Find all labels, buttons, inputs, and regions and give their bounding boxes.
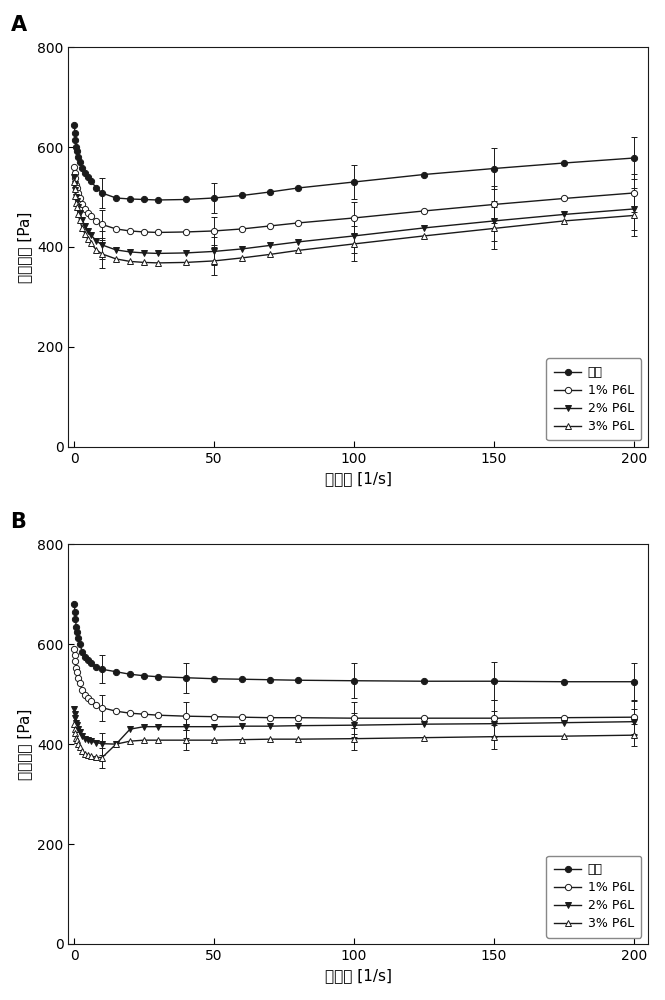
Legend: 对照, 1% P6L, 2% P6L, 3% P6L: 对照, 1% P6L, 2% P6L, 3% P6L <box>547 358 642 440</box>
Legend: 对照, 1% P6L, 2% P6L, 3% P6L: 对照, 1% P6L, 2% P6L, 3% P6L <box>547 856 642 938</box>
Y-axis label: 剪切应力 [Pa]: 剪切应力 [Pa] <box>17 211 32 283</box>
Y-axis label: 剪切应力 [Pa]: 剪切应力 [Pa] <box>17 708 32 780</box>
Text: A: A <box>11 15 27 35</box>
X-axis label: 剪切率 [1/s]: 剪切率 [1/s] <box>325 471 392 486</box>
Text: B: B <box>11 512 27 532</box>
X-axis label: 剪切率 [1/s]: 剪切率 [1/s] <box>325 968 392 983</box>
